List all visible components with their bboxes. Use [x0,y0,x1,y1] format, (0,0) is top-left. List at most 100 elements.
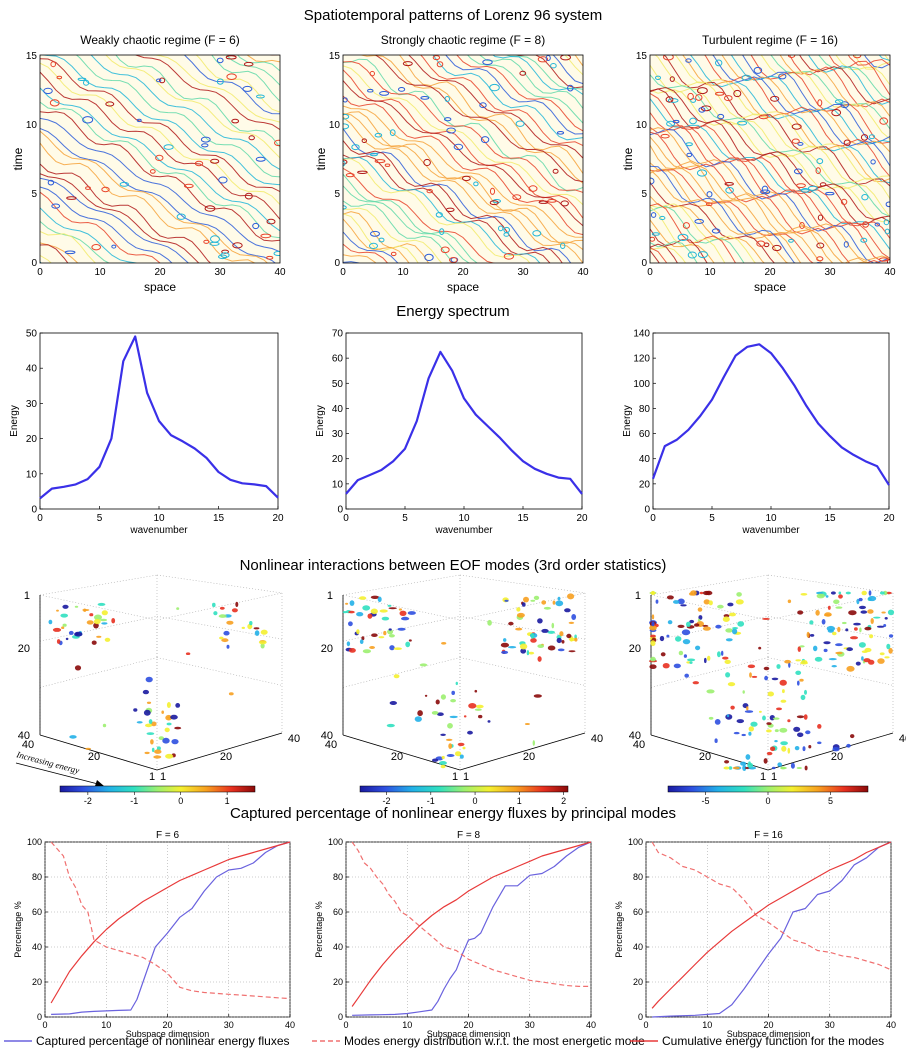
interaction-blob [170,714,178,720]
interaction-blob [532,740,535,746]
interaction-blob [877,658,885,664]
contour-line [40,230,97,263]
interaction-blob [797,732,804,738]
contour-line [650,165,827,263]
contour-line [40,111,280,242]
interaction-blob [424,694,428,697]
contour-line [798,55,890,105]
cube-tick-label: 1 [452,771,458,783]
y-tick-label: 0 [638,1012,643,1022]
colorbar-tick-label: 0 [473,796,478,806]
cube-grid-line [39,594,158,621]
contour-line [343,69,583,219]
interaction-blob [231,608,238,613]
interaction-blob [370,608,378,615]
contour-line [40,55,280,186]
contour-line [650,145,867,263]
interaction-blob [68,630,74,635]
interaction-blob [759,710,762,713]
contour-spot [685,58,692,63]
y-axis-label: Energy [622,405,633,437]
contour-spot [242,85,253,92]
y-tick-label: 10 [636,120,648,131]
y-tick-label: 15 [329,51,341,62]
interaction-blob [751,675,758,678]
interaction-blob [780,741,788,746]
interaction-blob [435,699,440,705]
interaction-blob [226,644,230,649]
contour-spot [176,213,186,220]
contour-line [343,128,572,263]
contour-spot [256,94,265,99]
interaction-blob [144,751,150,755]
series-line [351,841,592,1007]
plot-frame [649,54,891,264]
interaction-blob [93,618,101,625]
contour-line [40,127,276,263]
cube-grid-line [156,657,283,686]
interaction-blob [797,610,804,615]
interaction-blob [677,624,685,629]
contour-line [183,55,280,115]
interaction-blob [459,754,464,759]
interaction-blob [449,715,458,719]
interaction-blob [541,628,549,633]
interaction-blob [744,710,754,713]
cube-axis [459,732,586,771]
contour-spot [696,169,708,177]
contour-spot [266,255,274,260]
x-tick-label: 0 [37,267,43,278]
interaction-blob [784,659,791,664]
interaction-blob [763,758,768,764]
interaction-blob [348,610,355,614]
interaction-blob [831,665,837,668]
interaction-blob [519,643,528,650]
contour-spot [552,168,559,174]
interaction-blob [650,656,656,662]
interaction-blob [164,727,170,733]
interaction-blob [683,654,688,658]
interaction-blob [185,652,191,655]
interaction-blob [724,760,730,764]
contour-line [456,55,583,132]
interaction-blob [378,636,385,639]
pattern-panel-strong: Strongly chaotic regime (F = 8) 0 10 20 … [314,33,589,294]
contour-spot [797,142,804,146]
x-tick-label: 5 [402,513,408,524]
x-tick-label: 10 [458,513,470,524]
interaction-blob [779,727,788,733]
interaction-blob [740,761,747,766]
x-tick-label: 10 [402,1020,412,1030]
contour-line [884,55,890,63]
cube-tick-label: 1 [149,771,155,783]
interaction-blob [689,619,695,624]
contour-spot [204,205,216,212]
x-tick-label: 30 [224,1020,234,1030]
contour-spot [778,73,787,80]
contour-spot [225,55,237,60]
contour-spot [528,185,538,192]
interaction-blob [552,600,556,605]
interaction-blob [650,634,656,638]
interaction-blob [235,601,239,608]
interaction-blob [377,596,382,603]
y-tick-label: 15 [636,51,648,62]
chart-title: F = 16 [754,830,783,841]
interaction-blob [876,625,885,628]
y-tick-label: 15 [26,51,38,62]
interaction-blob [91,640,97,645]
interaction-blob [722,656,729,660]
contour-spot [83,79,90,86]
contour-spot [715,91,725,96]
interaction-blob [850,636,858,640]
x-tick-label: 20 [763,1020,773,1030]
contour-spot [843,241,849,248]
y-tick-label: 20 [26,434,38,445]
y-tick-label: 0 [337,505,343,516]
colorbar-tick-label: 0 [765,796,770,806]
interaction-blob [153,755,162,759]
interaction-blob [888,634,894,638]
contour-line [650,169,789,263]
chart-title: F = 8 [457,830,481,841]
interaction-blob [833,599,840,605]
